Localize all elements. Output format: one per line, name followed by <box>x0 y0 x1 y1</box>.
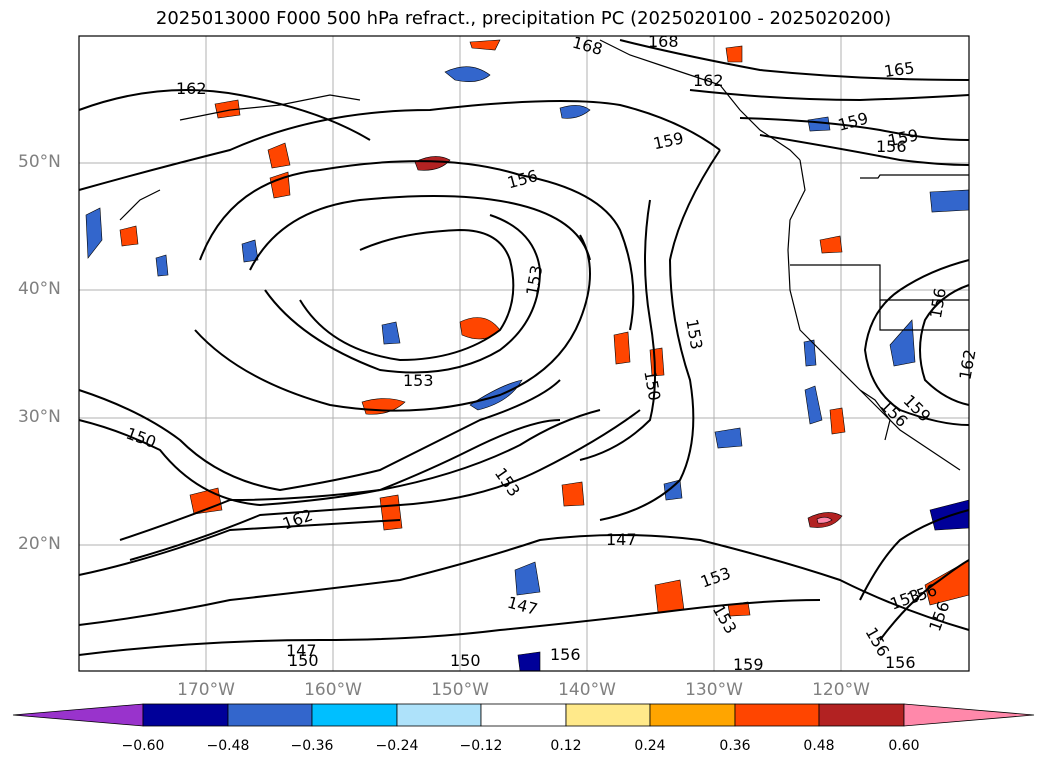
precip-patch <box>514 561 541 596</box>
precip-patch <box>807 116 831 132</box>
precip-patch <box>469 379 523 411</box>
precip-patch <box>819 235 843 254</box>
contour-label: 147 <box>286 641 317 660</box>
lon-label: 120°W <box>812 680 870 700</box>
precip-patch <box>155 254 169 277</box>
precip-patch <box>469 39 501 51</box>
colorbar-tick: 0.24 <box>634 738 666 754</box>
precip-patch <box>517 651 541 672</box>
contour-label: 150 <box>450 651 481 670</box>
precip-patch <box>379 494 403 531</box>
colorbar-segment <box>480 703 567 727</box>
precip-patch <box>663 479 683 501</box>
colorbar-tick: 0.12 <box>550 738 582 754</box>
lat-label: 40°N <box>18 279 61 299</box>
precip-patch <box>414 156 451 171</box>
precip-patch <box>613 331 631 365</box>
precip-patch <box>214 99 241 119</box>
lat-label: 30°N <box>18 407 61 427</box>
precip-patch <box>444 66 491 82</box>
colorbar-tick: −0.24 <box>375 738 419 754</box>
precip-patch <box>241 239 259 263</box>
colorbar <box>12 703 1035 727</box>
colorbar-tick: −0.60 <box>121 738 165 754</box>
precip-patch <box>119 225 139 247</box>
map-title: 2025013000 F000 500 hPa refract., precip… <box>155 8 892 29</box>
colorbar-tick: 0.48 <box>803 738 835 754</box>
lon-label: 140°W <box>558 680 616 700</box>
colorbar-tick: −0.12 <box>459 738 503 754</box>
contour-label: 156 <box>885 653 916 672</box>
contour-label: 162 <box>693 71 724 90</box>
colorbar-segment <box>903 703 1035 727</box>
lon-label: 150°W <box>431 680 489 700</box>
precip-patch <box>929 189 970 213</box>
precip-patch <box>725 45 743 63</box>
colorbar-segment <box>818 703 905 727</box>
colorbar-segment <box>734 703 820 727</box>
lon-label: 130°W <box>685 680 743 700</box>
precip-patches <box>85 39 970 672</box>
precip-patch <box>714 427 743 449</box>
contour-label: 156 <box>550 645 581 664</box>
colorbar-segment <box>12 703 144 727</box>
precip-patch <box>269 171 291 199</box>
contour-label: 153 <box>403 371 434 390</box>
contour-label: 150 <box>288 651 319 670</box>
lat-label: 50°N <box>18 152 61 172</box>
precip-patch <box>654 579 685 613</box>
colorbar-tick: 0.36 <box>719 738 751 754</box>
colorbar-tick: −0.36 <box>290 738 334 754</box>
precip-patch <box>559 105 591 119</box>
map-frame <box>78 35 970 672</box>
lon-label: 170°W <box>177 680 235 700</box>
contour-label: 162 <box>956 348 980 381</box>
precip-patch <box>85 207 103 259</box>
colorbar-segment <box>142 703 229 727</box>
precip-patch <box>816 516 833 524</box>
precip-patch <box>267 142 291 169</box>
lat-label: 20°N <box>18 534 61 554</box>
precip-patch <box>561 481 585 507</box>
colorbar-segment <box>396 703 482 727</box>
colorbar-segment <box>565 703 651 727</box>
colorbar-tick: −0.48 <box>206 738 250 754</box>
colorbar-segment <box>311 703 398 727</box>
contour-label: 147 <box>606 530 637 549</box>
precip-patch <box>889 319 916 367</box>
height-contours <box>78 39 970 656</box>
contour-label: 156 <box>876 137 907 156</box>
contour-label: 165 <box>883 58 916 81</box>
precip-patch <box>804 385 823 425</box>
lon-label: 160°W <box>304 680 362 700</box>
colorbar-tick: 0.60 <box>888 738 920 754</box>
contour-label: 159 <box>733 655 764 674</box>
colorbar-segment <box>649 703 736 727</box>
contour-label: 168 <box>648 32 679 51</box>
precip-patch <box>381 321 401 345</box>
contour-label: 162 <box>176 79 207 98</box>
colorbar-segment <box>227 703 313 727</box>
precip-patch <box>829 407 846 435</box>
